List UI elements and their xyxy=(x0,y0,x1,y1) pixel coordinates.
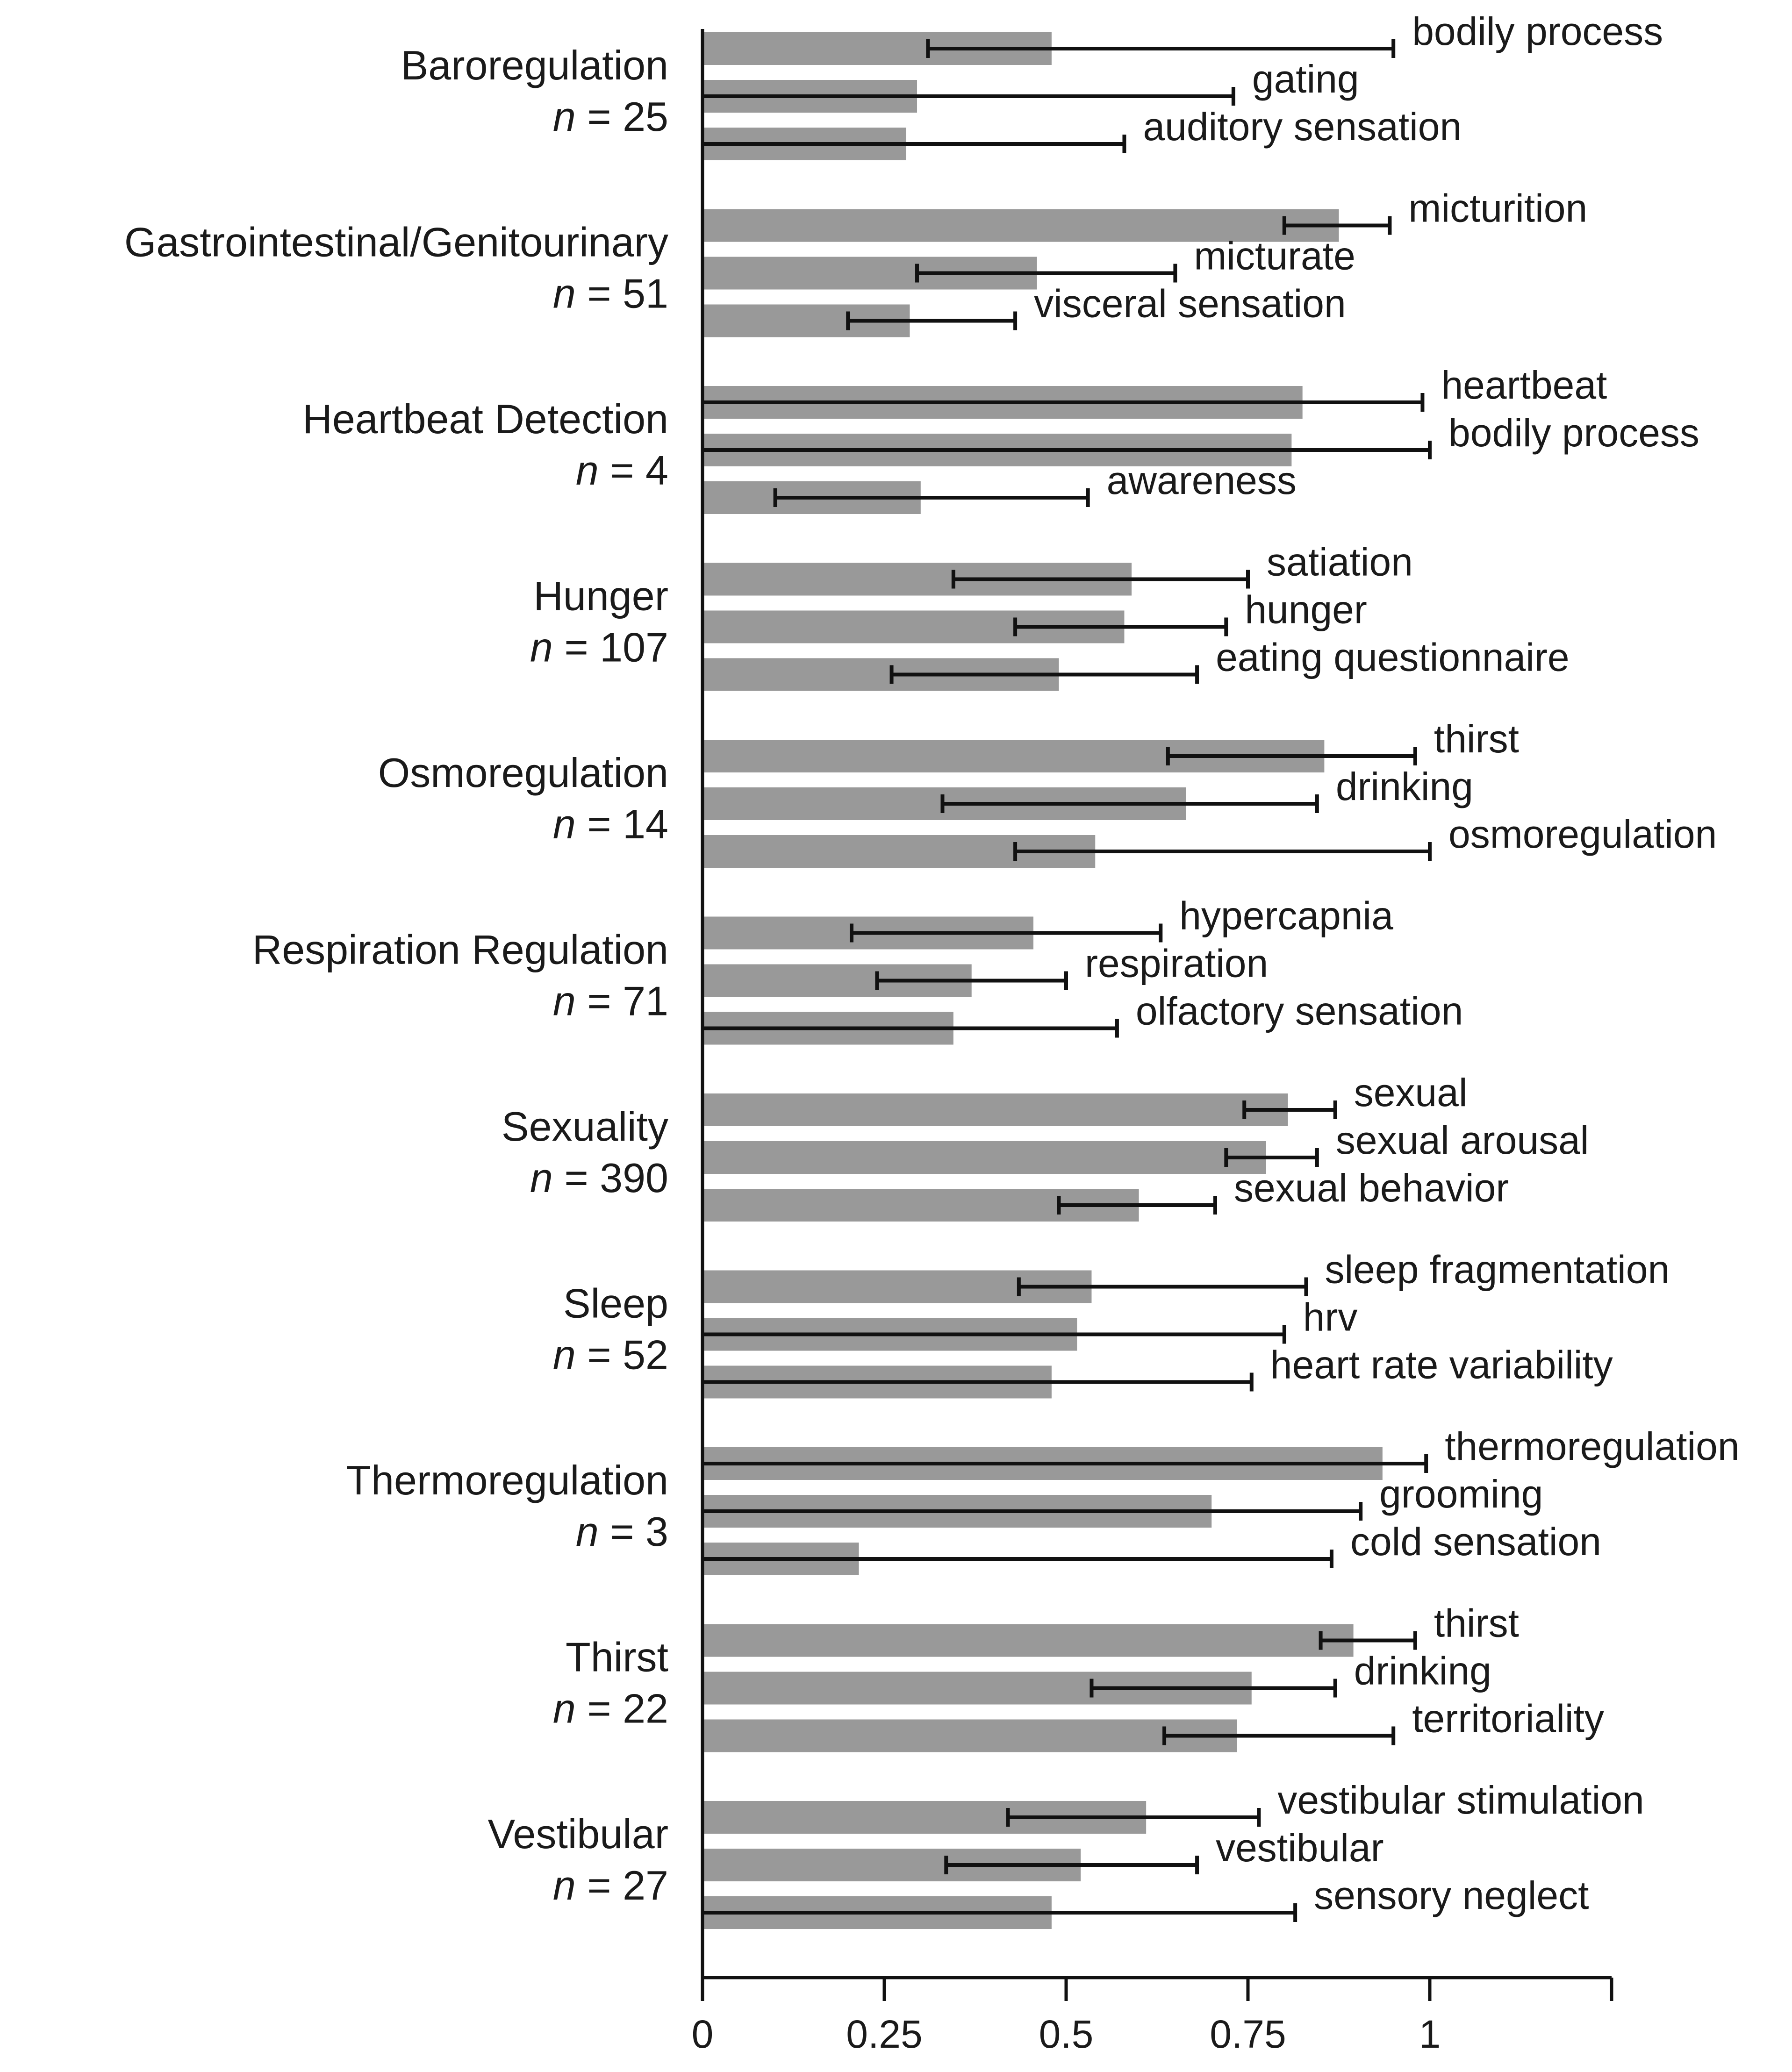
term-label: satiation xyxy=(1267,540,1413,584)
category-label: Hunger xyxy=(533,573,668,619)
sample-size-symbol: n xyxy=(553,1686,576,1732)
term-label: gating xyxy=(1252,57,1359,101)
term-label: visceral sensation xyxy=(1034,282,1346,326)
term-label: thirst xyxy=(1434,1601,1519,1645)
bar xyxy=(702,1624,1354,1657)
sample-size-symbol: n xyxy=(553,801,576,847)
category-label: Vestibular xyxy=(488,1811,668,1857)
term-label: territoriality xyxy=(1412,1697,1604,1741)
term-label: cold sensation xyxy=(1350,1520,1601,1564)
category-label: Respiration Regulation xyxy=(252,927,668,973)
term-label: heartbeat xyxy=(1441,363,1607,407)
sample-size-value: = 27 xyxy=(576,1862,668,1908)
error-bars xyxy=(702,39,1432,1922)
sample-size-label: n = 25 xyxy=(553,93,668,140)
term-label: hunger xyxy=(1245,588,1367,632)
term-label: sexual behavior xyxy=(1234,1166,1509,1210)
category-label: Gastrointestinal/Genitourinary xyxy=(124,219,668,265)
term-label: auditory sensation xyxy=(1143,105,1462,149)
sample-size-value: = 51 xyxy=(576,271,668,317)
x-axis-ticks: 0 0.25 0.5 0.75 1 xyxy=(692,1978,1613,2056)
sample-size-symbol: n xyxy=(553,93,576,140)
term-label: sexual xyxy=(1354,1071,1468,1115)
x-tick-label: 0 xyxy=(692,2012,714,2056)
term-label: vestibular xyxy=(1216,1826,1384,1870)
sample-size-label: n = 4 xyxy=(576,447,668,493)
category-labels: Baroregulation n = 25 Gastrointestinal/Gen… xyxy=(124,42,668,1908)
term-label: hypercapnia xyxy=(1179,894,1393,938)
sample-size-label: n = 51 xyxy=(553,271,668,317)
sample-size-value: = 390 xyxy=(553,1155,668,1201)
sample-size-label: n = 390 xyxy=(530,1155,668,1201)
x-tick-label: 0.75 xyxy=(1210,2012,1286,2056)
category-label: Sleep xyxy=(563,1280,668,1327)
term-label: olfactory sensation xyxy=(1136,989,1463,1033)
sample-size-value: = 107 xyxy=(553,624,668,671)
term-label: thermoregulation xyxy=(1445,1424,1739,1468)
term-label: sexual arousal xyxy=(1336,1118,1589,1162)
sample-size-symbol: n xyxy=(530,1155,553,1201)
sample-size-symbol: n xyxy=(553,978,576,1024)
sample-size-value: = 4 xyxy=(599,447,668,493)
term-label: drinking xyxy=(1336,764,1473,808)
term-label: drinking xyxy=(1354,1649,1491,1693)
term-label: grooming xyxy=(1379,1472,1543,1516)
sample-size-value: = 22 xyxy=(576,1686,668,1732)
category-label: Heartbeat Detection xyxy=(302,396,668,442)
category-label: Thermoregulation xyxy=(346,1457,668,1503)
term-label: eating questionnaire xyxy=(1216,636,1570,679)
term-label: sleep fragmentation xyxy=(1325,1248,1670,1292)
sample-size-value: = 52 xyxy=(576,1332,668,1378)
sample-size-value: = 25 xyxy=(576,93,668,140)
sample-size-label: n = 52 xyxy=(553,1332,668,1378)
sample-size-symbol: n xyxy=(553,1332,576,1378)
bar xyxy=(702,1719,1237,1752)
sample-size-symbol: n xyxy=(553,271,576,317)
term-label: osmoregulation xyxy=(1448,812,1717,856)
sample-size-symbol: n xyxy=(553,1862,576,1908)
term-label: respiration xyxy=(1085,942,1268,986)
sample-size-label: n = 14 xyxy=(553,801,668,847)
term-label: bodily process xyxy=(1412,9,1663,53)
sample-size-label: n = 107 xyxy=(530,624,668,671)
sample-size-value: = 71 xyxy=(576,978,668,1024)
term-label: thirst xyxy=(1434,717,1519,761)
bar xyxy=(702,209,1339,242)
term-label: vestibular stimulation xyxy=(1277,1778,1644,1822)
category-label: Thirst xyxy=(566,1634,668,1680)
term-label: micturition xyxy=(1408,186,1587,230)
sample-size-symbol: n xyxy=(576,447,599,493)
term-label: hrv xyxy=(1303,1295,1358,1339)
term-label: bodily process xyxy=(1448,411,1699,455)
category-label: Baroregulation xyxy=(401,42,668,88)
x-tick-label: 0.5 xyxy=(1039,2012,1094,2056)
sample-size-value: = 3 xyxy=(599,1508,668,1555)
sample-size-label: n = 71 xyxy=(553,978,668,1024)
x-tick-label: 1 xyxy=(1419,2012,1441,2056)
category-label: Sexuality xyxy=(502,1103,668,1150)
bar xyxy=(702,1093,1288,1126)
sample-size-label: n = 22 xyxy=(553,1686,668,1732)
term-label: heart rate variability xyxy=(1270,1343,1613,1387)
term-label: sensory neglect xyxy=(1314,1873,1589,1917)
sample-size-symbol: n xyxy=(530,624,553,671)
x-tick-label: 0.25 xyxy=(846,2012,923,2056)
category-label: Osmoregulation xyxy=(378,750,668,796)
sample-size-label: n = 27 xyxy=(553,1862,668,1908)
sample-size-symbol: n xyxy=(576,1508,599,1555)
sample-size-value: = 14 xyxy=(576,801,668,847)
term-label: awareness xyxy=(1107,458,1297,502)
bar xyxy=(702,1141,1266,1174)
term-label: micturate xyxy=(1194,234,1355,278)
sample-size-label: n = 3 xyxy=(576,1508,668,1555)
